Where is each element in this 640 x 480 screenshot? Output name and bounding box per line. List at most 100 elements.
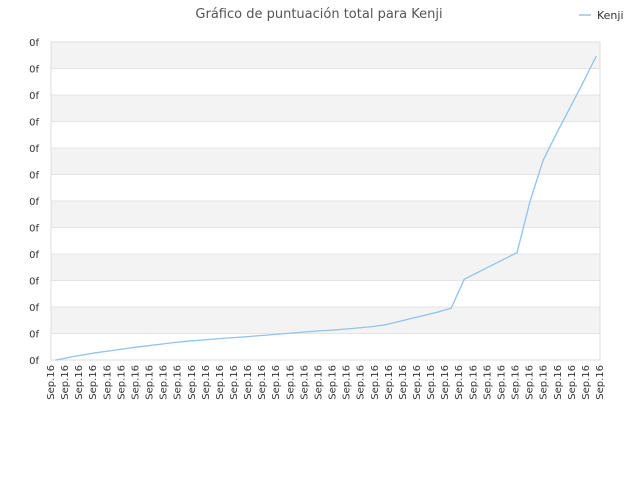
x-tick-label: Sep.16 [285, 365, 296, 400]
x-tick-label: Sep.16 [398, 365, 409, 400]
x-tick-label: Sep.16 [525, 365, 536, 400]
data-point [358, 327, 360, 329]
data-point [516, 252, 518, 254]
x-tick-label: Sep.16 [342, 365, 353, 400]
x-tick-label: Sep.16 [130, 365, 141, 400]
x-tick-label: Sep.16 [88, 365, 99, 400]
x-tick-label: Sep.16 [229, 365, 240, 400]
data-point [411, 317, 413, 319]
grid-band [51, 254, 600, 281]
y-axis-ticks: 0f 0f 0f 0f 0f 0f 0f 0f 0f 0f 0f 0f 0f [29, 38, 39, 367]
data-point [582, 82, 584, 84]
grid-band [51, 201, 600, 228]
x-tick-label: Sep.16 [145, 365, 156, 400]
data-point [81, 354, 83, 356]
x-tick-label: Sep.16 [328, 365, 339, 400]
x-tick-label: Sep.16 [299, 365, 310, 400]
data-point [213, 338, 215, 340]
data-point [424, 314, 426, 316]
data-point [239, 336, 241, 338]
data-point [529, 200, 531, 202]
legend-label-kenji: Kenji [597, 9, 624, 22]
data-point [371, 326, 373, 328]
x-tick-label: Sep.16 [243, 365, 254, 400]
series-line-kenji [55, 56, 597, 361]
x-tick-label: Sep.16 [257, 365, 268, 400]
data-point [134, 346, 136, 348]
x-tick-label: Sep.16 [356, 365, 367, 400]
plot-background-bands [51, 42, 600, 334]
x-tick-label: Sep.16 [215, 365, 226, 400]
series-kenji [55, 56, 597, 361]
data-point [397, 321, 399, 323]
x-tick-label: Sep.16 [581, 365, 592, 400]
grid-band [51, 42, 600, 69]
grid-band [51, 95, 600, 122]
data-point [503, 258, 505, 260]
x-tick-label: Sep.16 [539, 365, 550, 400]
y-tick-label: 0f [29, 38, 39, 49]
x-tick-label: Sep.16 [412, 365, 423, 400]
data-point [279, 333, 281, 335]
x-tick-label: Sep.16 [187, 365, 198, 400]
data-point [94, 352, 97, 354]
grid-band [51, 307, 600, 334]
y-tick-label: 0f [29, 330, 39, 341]
data-point [68, 356, 70, 358]
data-point [318, 330, 320, 332]
y-tick-label: 0f [29, 144, 39, 155]
x-axis-ticks: Sep.16 Sep.16 Sep.16 Sep.16 Sep.16 Sep.16 Sep.… [46, 365, 606, 400]
x-tick-label: Sep.16 [426, 365, 437, 400]
data-point [332, 329, 334, 331]
legend[interactable]: Kenji [579, 9, 624, 22]
chart-title: Gráfico de puntuación total para Kenji [195, 7, 442, 22]
data-point [200, 339, 202, 341]
data-point [345, 328, 347, 330]
data-point [476, 272, 479, 274]
x-tick-label: Sep.16 [370, 365, 381, 400]
y-tick-label: 0f [29, 224, 39, 235]
x-tick-label: Sep.16 [553, 365, 564, 400]
data-point [108, 350, 110, 352]
data-point [542, 159, 544, 161]
x-tick-label: Sep.16 [482, 365, 493, 400]
x-tick-label: Sep.16 [271, 365, 282, 400]
x-tick-label: Sep.16 [595, 365, 606, 400]
y-tick-label: 0f [29, 303, 39, 314]
y-tick-label: 0f [29, 65, 39, 76]
x-tick-label: Sep.16 [440, 365, 451, 400]
data-point [226, 337, 228, 339]
data-point [595, 56, 597, 58]
x-tick-label: Sep.16 [173, 365, 184, 400]
x-tick-label: Sep.16 [46, 365, 57, 400]
x-tick-label: Sep.16 [159, 365, 170, 400]
data-point [187, 340, 189, 342]
x-tick-label: Sep.16 [201, 365, 212, 400]
data-point [266, 334, 268, 336]
grid-band [51, 148, 600, 175]
data-point [147, 345, 149, 347]
x-tick-label: Sep.16 [74, 365, 85, 400]
y-tick-label: 0f [29, 277, 39, 288]
x-tick-label: Sep.16 [60, 365, 71, 400]
plot-area [50, 41, 601, 361]
data-point [463, 278, 465, 280]
y-tick-label: 0f [29, 118, 39, 129]
x-tick-label: Sep.16 [313, 365, 324, 400]
data-point [55, 359, 57, 361]
data-point [384, 324, 386, 326]
data-point [121, 348, 123, 350]
y-tick-label: 0f [29, 356, 39, 367]
data-point [160, 343, 162, 345]
y-tick-label: 0f [29, 197, 39, 208]
data-point [569, 107, 571, 109]
data-point [490, 265, 492, 267]
data-point [305, 331, 307, 333]
x-tick-label: Sep.16 [384, 365, 395, 400]
y-tick-label: 0f [29, 91, 39, 102]
x-tick-label: Sep.16 [496, 365, 507, 400]
x-tick-label: Sep.16 [468, 365, 479, 400]
x-tick-label: Sep.16 [567, 365, 578, 400]
data-point [555, 132, 558, 134]
